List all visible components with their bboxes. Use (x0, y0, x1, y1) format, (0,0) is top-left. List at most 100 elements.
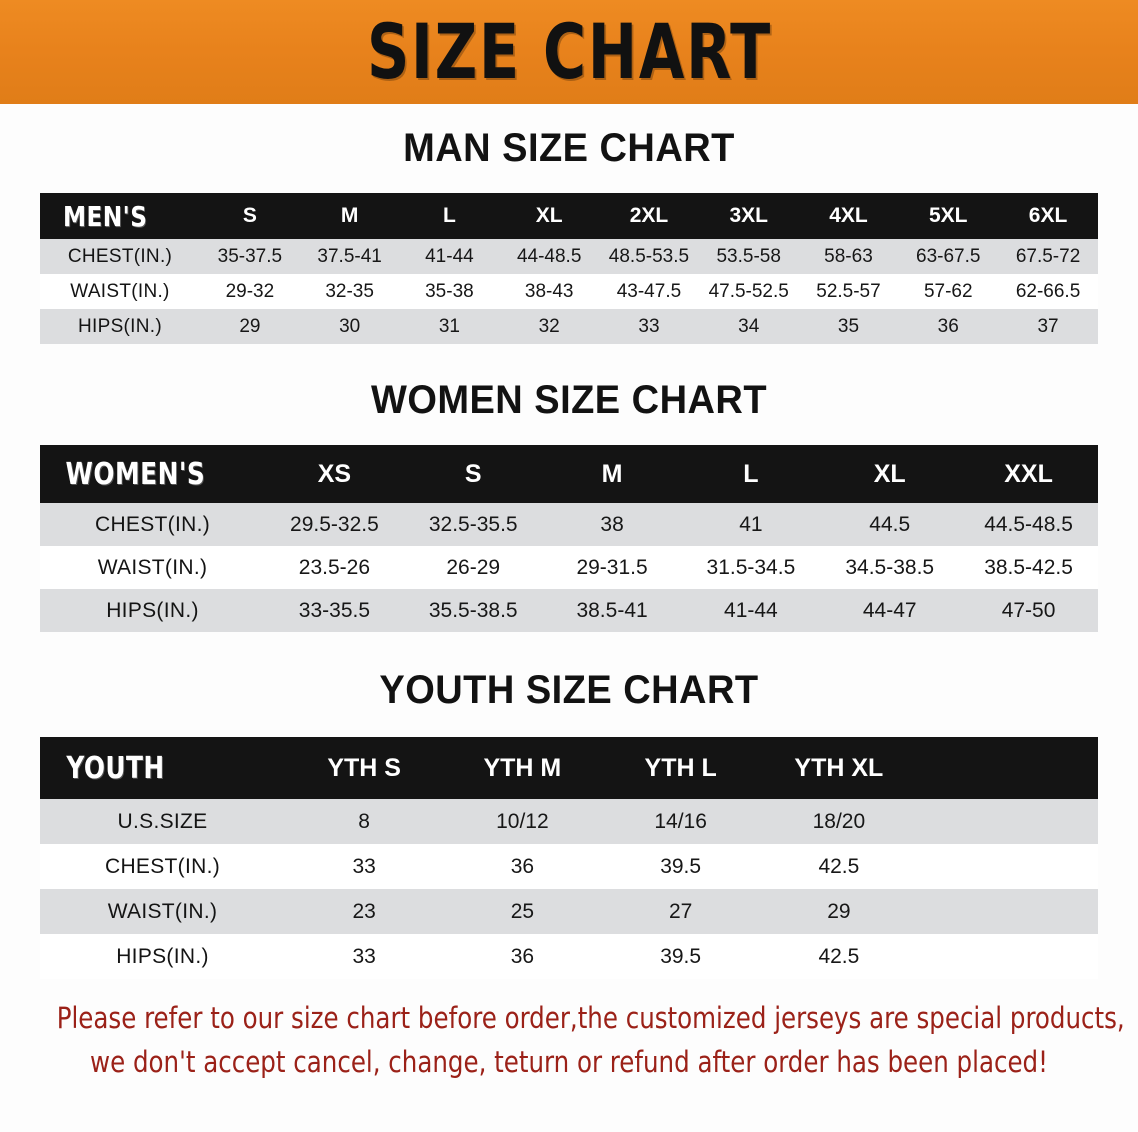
women-col-header: XL (873, 459, 906, 488)
table-cell: 33 (352, 854, 376, 878)
table-cell: 42.5 (818, 944, 860, 968)
man-table-body: CHEST(IN.) 35-37.5 37.5-41 41-44 44-48.5… (40, 239, 1098, 344)
women-section-title: WOMEN SIZE CHART (370, 378, 768, 422)
page-banner: SIZE CHART (0, 0, 1138, 104)
women-table-head: WOMEN'S XS S M L XL XXL (40, 445, 1098, 503)
table-cell: 37 (1037, 315, 1059, 337)
table-cell: 23.5-26 (298, 555, 371, 579)
table-cell-spacer (918, 889, 1098, 934)
table-cell: 41-44 (425, 245, 474, 267)
table-row: WAIST(IN.) 29-32 32-35 35-38 38-43 43-47… (40, 274, 1098, 309)
policy-note: Please refer to our size chart before or… (56, 997, 1125, 1084)
women-col-header: M (601, 459, 623, 488)
row-label: HIPS(IN.) (116, 944, 209, 968)
policy-note-line-1: Please refer to our size chart before or… (56, 1001, 1125, 1035)
man-section-title: MAN SIZE CHART (403, 126, 735, 170)
man-col-header: XL (535, 204, 563, 227)
women-corner-label: WOMEN'S (65, 456, 206, 492)
table-cell: 10/12 (496, 809, 549, 833)
table-cell: 23 (352, 899, 376, 923)
table-cell: 48.5-53.5 (608, 245, 690, 267)
row-label: U.S.SIZE (117, 809, 208, 833)
table-cell: 33 (638, 315, 660, 337)
table-cell-spacer (918, 844, 1098, 889)
table-cell: 39.5 (660, 944, 702, 968)
row-label: WAIST(IN.) (70, 280, 170, 302)
man-table-head: MEN'S S M L XL 2XL 3XL 4XL 5XL 6XL (40, 193, 1098, 239)
man-header-row: MEN'S S M L XL 2XL 3XL 4XL 5XL 6XL (40, 193, 1098, 239)
table-cell-spacer (918, 934, 1098, 979)
table-row: WAIST(IN.) 23.5-26 26-29 29-31.5 31.5-34… (40, 546, 1098, 589)
table-cell: 42.5 (818, 854, 860, 878)
women-col-header: XS (317, 459, 352, 488)
table-cell: 38 (600, 512, 624, 536)
table-cell: 67.5-72 (1015, 245, 1081, 267)
table-cell: 41 (739, 512, 763, 536)
table-cell: 30 (339, 315, 361, 337)
women-col-header: S (464, 459, 482, 488)
youth-section-title: YOUTH SIZE CHART (379, 668, 759, 712)
table-cell: 27 (668, 899, 693, 923)
row-label: CHEST(IN.) (105, 854, 220, 878)
youth-header-spacer (918, 737, 1098, 799)
table-cell: 18/20 (812, 809, 866, 833)
table-cell: 35.5-38.5 (428, 598, 518, 622)
table-cell: 44.5-48.5 (984, 512, 1073, 536)
table-cell: 33 (352, 944, 376, 968)
table-cell: 29 (239, 315, 261, 337)
women-size-table: WOMEN'S XS S M L XL XXL CHEST(IN.) 29.5-… (40, 445, 1098, 632)
table-cell: 52.5-57 (816, 280, 881, 302)
table-row: CHEST(IN.) 35-37.5 37.5-41 41-44 44-48.5… (40, 239, 1098, 274)
women-col-header: L (743, 459, 759, 488)
table-cell: 47.5-52.5 (708, 280, 789, 302)
man-col-header: 4XL (829, 204, 868, 227)
table-cell: 32-35 (325, 280, 374, 302)
women-table-wrap: WOMEN'S XS S M L XL XXL CHEST(IN.) 29.5-… (40, 445, 1098, 632)
table-cell: 34 (738, 315, 760, 337)
women-table-body: CHEST(IN.) 29.5-32.5 32.5-35.5 38 41 44.… (40, 503, 1098, 632)
table-cell: 35 (837, 315, 860, 337)
table-cell: 32 (538, 315, 560, 337)
table-cell: 26-29 (446, 555, 501, 579)
man-col-header: M (340, 204, 359, 227)
table-cell: 43-47.5 (616, 280, 682, 302)
man-col-header: 3XL (729, 204, 768, 227)
youth-size-table: YOUTH YTH S YTH M YTH L YTH XL U.S.SIZE … (40, 737, 1098, 979)
table-row: HIPS(IN.) 29 30 31 32 33 34 35 36 37 (40, 309, 1098, 344)
table-cell: 29-32 (225, 280, 275, 302)
table-cell: 39.5 (660, 854, 702, 878)
women-col-header: XXL (1004, 459, 1053, 488)
man-col-header: 6XL (1028, 204, 1068, 227)
table-cell: 37.5-41 (317, 245, 382, 267)
table-cell: 33-35.5 (298, 598, 371, 622)
table-cell: 44-48.5 (516, 245, 582, 267)
table-row: HIPS(IN.) 33 36 39.5 42.5 (40, 934, 1098, 979)
row-label: HIPS(IN.) (106, 598, 199, 622)
table-cell: 44.5 (869, 512, 911, 536)
table-cell: 63-67.5 (916, 245, 981, 267)
table-cell: 34.5-38.5 (845, 555, 935, 579)
table-cell: 35-38 (425, 280, 474, 302)
table-cell: 32.5-35.5 (428, 512, 518, 536)
man-col-header: 2XL (629, 204, 669, 227)
table-cell: 47-50 (1001, 598, 1056, 622)
table-cell: 25 (510, 899, 535, 923)
table-cell: 36 (510, 944, 535, 968)
table-cell: 38.5-41 (576, 598, 648, 622)
table-row: CHEST(IN.) 29.5-32.5 32.5-35.5 38 41 44.… (40, 503, 1098, 546)
women-header-row: WOMEN'S XS S M L XL XXL (40, 445, 1098, 503)
table-cell: 53.5-58 (716, 245, 781, 267)
table-cell-spacer (918, 799, 1098, 844)
man-table-wrap: MEN'S S M L XL 2XL 3XL 4XL 5XL 6XL CHEST… (40, 193, 1098, 344)
row-label: CHEST(IN.) (67, 245, 173, 267)
youth-header-row: YOUTH YTH S YTH M YTH L YTH XL (40, 737, 1098, 799)
table-cell: 57-62 (923, 280, 973, 302)
page-title: SIZE CHART (366, 7, 772, 96)
table-cell: 36 (937, 315, 959, 337)
youth-col-header: YTH S (327, 753, 401, 782)
man-col-header: 5XL (928, 204, 968, 227)
table-cell: 58-63 (824, 245, 873, 267)
youth-table-wrap: YOUTH YTH S YTH M YTH L YTH XL U.S.SIZE … (40, 737, 1098, 979)
table-cell: 14/16 (654, 809, 707, 833)
